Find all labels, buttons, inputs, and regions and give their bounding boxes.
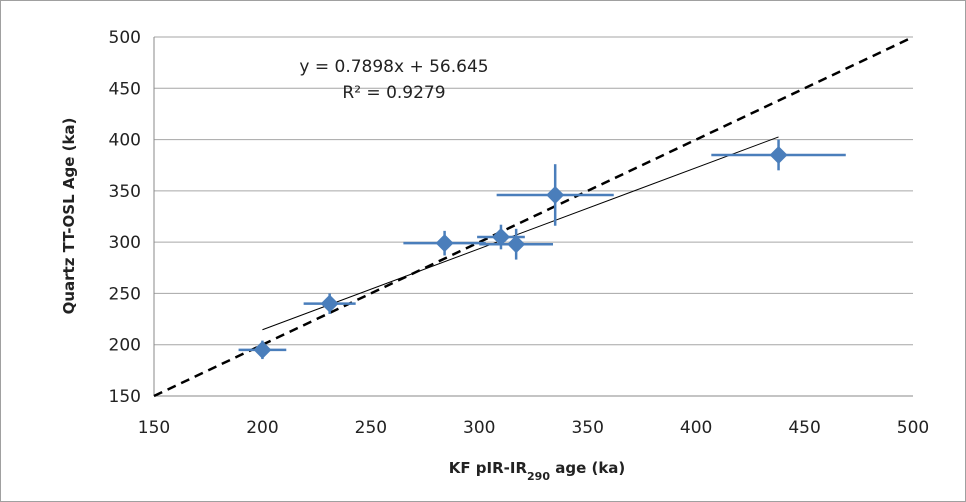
y-tick-label: 450 xyxy=(109,79,141,99)
y-tick-label: 350 xyxy=(109,182,141,202)
x-tick-labels: 150 200 250 300 350 400 450 500 xyxy=(138,418,929,438)
x-tick-label: 350 xyxy=(571,418,603,438)
x-axis-title: KF pIR-IR290 age (ka) xyxy=(449,459,626,483)
data-point-diamond xyxy=(320,294,339,313)
x-axis-title-subscript: 290 xyxy=(527,470,550,483)
y-axis-title: Quartz TT-OSL Age (ka) xyxy=(60,118,78,315)
y-tick-label: 400 xyxy=(109,131,141,151)
data-point-diamond xyxy=(769,145,788,164)
trendline-equation: y = 0.7898x + 56.645 xyxy=(299,57,488,77)
linear-trendline xyxy=(262,136,779,331)
x-axis-title-suffix: age (ka) xyxy=(550,459,625,477)
x-tick-label: 450 xyxy=(788,418,820,438)
x-tick-label: 150 xyxy=(138,418,170,438)
one-to-one-reference-line xyxy=(153,35,914,398)
y-tick-label: 200 xyxy=(109,336,141,356)
x-tick-label: 300 xyxy=(463,418,495,438)
x-tick-label: 500 xyxy=(897,418,929,438)
y-tick-label: 300 xyxy=(109,233,141,253)
data-point-diamond xyxy=(507,235,526,254)
error-bars-group xyxy=(238,139,846,360)
x-tick-label: 200 xyxy=(246,418,278,438)
data-point-diamond xyxy=(546,185,565,204)
y-tick-label: 250 xyxy=(109,284,141,304)
x-tick-label: 400 xyxy=(680,418,712,438)
reference-line-group xyxy=(153,35,914,398)
data-points-group xyxy=(253,145,788,359)
data-point-diamond xyxy=(253,340,272,359)
y-tick-label: 150 xyxy=(109,387,141,407)
trendline-group xyxy=(262,136,779,331)
y-tick-label: 500 xyxy=(109,28,141,48)
r-squared-label: R² = 0.9279 xyxy=(342,83,445,103)
gridlines xyxy=(153,36,913,397)
data-point-diamond xyxy=(491,228,510,247)
x-tick-label: 250 xyxy=(355,418,387,438)
data-point-diamond xyxy=(435,234,454,253)
x-axis-title-main: KF pIR-IR xyxy=(449,459,528,477)
y-tick-labels: 150 200 250 300 350 400 450 500 xyxy=(109,28,141,407)
